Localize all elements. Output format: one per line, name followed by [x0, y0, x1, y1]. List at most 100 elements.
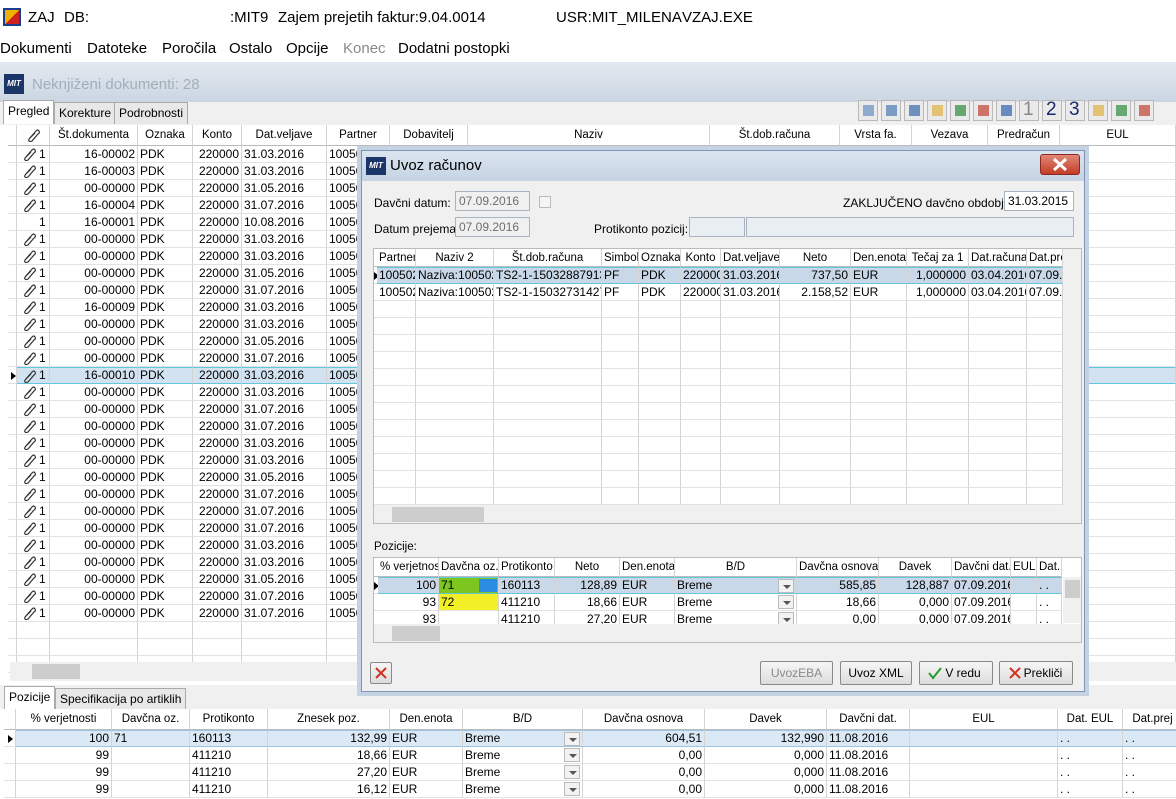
grid-cell[interactable]	[969, 437, 1027, 454]
grid-cell[interactable]: PDK	[639, 267, 681, 284]
grid-cell[interactable]: 00-00000	[50, 282, 138, 299]
menu-item[interactable]: Opcije	[286, 40, 329, 57]
grid-cell[interactable]	[851, 335, 907, 352]
grid-cell[interactable]	[416, 437, 494, 454]
grid-cell[interactable]: 1,000000	[907, 284, 969, 301]
grid-cell[interactable]: Naziva:100502	[416, 284, 494, 301]
column-header[interactable]: Davčna oz.	[439, 558, 499, 577]
grid-cell[interactable]: 411210	[499, 611, 555, 628]
grid-cell[interactable]: . .	[1058, 764, 1123, 781]
grid-cell[interactable]	[112, 747, 190, 764]
grid-cell[interactable]: 1	[17, 282, 50, 299]
grid-cell[interactable]	[907, 301, 969, 318]
toolbar-button[interactable]	[950, 100, 970, 121]
tab[interactable]: Korekture	[54, 102, 117, 124]
grid-cell[interactable]	[1027, 352, 1063, 369]
grid-cell[interactable]	[969, 335, 1027, 352]
grid-cell[interactable]	[242, 622, 327, 639]
column-header[interactable]: Št.dob.računa	[710, 125, 840, 146]
toolbar-button[interactable]	[973, 100, 993, 121]
grid-cell[interactable]	[969, 352, 1027, 369]
grid-cell[interactable]: EUR	[390, 747, 463, 764]
column-header[interactable]: B/D	[463, 709, 583, 730]
grid-cell[interactable]: 220000	[193, 384, 242, 401]
grid-cell[interactable]	[851, 318, 907, 335]
grid-cell[interactable]	[494, 420, 602, 437]
grid-cell[interactable]: 11.08.2016	[827, 764, 910, 781]
column-header[interactable]: Den.enota	[851, 249, 907, 267]
grid-cell[interactable]	[910, 747, 1058, 764]
grid-cell[interactable]: 18,66	[268, 747, 390, 764]
column-header[interactable]: % verjetnosti	[378, 558, 439, 577]
grid-cell[interactable]	[969, 471, 1027, 488]
grid-cell[interactable]: . .	[1123, 747, 1176, 764]
grid-cell[interactable]: 31.03.2016	[721, 284, 780, 301]
grid-cell[interactable]: 31.07.2016	[242, 350, 327, 367]
grid-cell[interactable]: 220000	[193, 197, 242, 214]
grid-cell[interactable]: 31.03.2016	[721, 267, 780, 284]
column-header[interactable]: EUL	[1060, 125, 1176, 146]
grid-cell[interactable]: 31.07.2016	[242, 282, 327, 299]
grid-cell[interactable]: PDK	[138, 503, 193, 520]
closed-period-input[interactable]: 31.03.2015	[1004, 191, 1074, 211]
grid-cell[interactable]	[377, 471, 416, 488]
grid-cell[interactable]	[138, 639, 193, 656]
grid-cell[interactable]: Breme	[463, 781, 583, 798]
grid-cell[interactable]: 220000	[193, 333, 242, 350]
grid-cell[interactable]: 220000	[193, 146, 242, 163]
grid-cell[interactable]	[416, 386, 494, 403]
grid-cell[interactable]	[907, 420, 969, 437]
column-header[interactable]: Znesek poz.	[268, 709, 390, 730]
grid-cell[interactable]	[681, 369, 721, 386]
grid-cell[interactable]: 18,66	[797, 594, 879, 611]
grid-cell[interactable]	[721, 318, 780, 335]
column-header[interactable]: Konto	[681, 249, 721, 267]
receipt-date-input[interactable]: 07.09.2016	[455, 217, 530, 237]
grid-cell[interactable]: 31.07.2016	[242, 418, 327, 435]
grid-cell[interactable]: 220000	[193, 401, 242, 418]
grid-cell[interactable]	[494, 318, 602, 335]
grid-cell[interactable]	[851, 352, 907, 369]
grid-cell[interactable]: 1	[17, 486, 50, 503]
grid-cell[interactable]: 31.03.2016	[242, 537, 327, 554]
grid-cell[interactable]: EUR	[390, 730, 463, 747]
grid-cell[interactable]: Naziva:100502	[416, 267, 494, 284]
column-header[interactable]: Št.dob.računa	[494, 249, 602, 267]
grid-cell[interactable]: 585,85	[797, 577, 879, 594]
grid-cell[interactable]	[681, 488, 721, 505]
grid-cell[interactable]: PDK	[138, 146, 193, 163]
grid-cell[interactable]: 1	[17, 265, 50, 282]
grid-cell[interactable]: 220000	[193, 605, 242, 622]
grid-cell[interactable]: 18,66	[555, 594, 620, 611]
close-button[interactable]	[1040, 154, 1080, 175]
grid-cell[interactable]	[721, 369, 780, 386]
grid-cell[interactable]: 411210	[190, 747, 268, 764]
grid-cell[interactable]: 132,990	[705, 730, 827, 747]
column-header[interactable]: % verjetnosti	[16, 709, 112, 730]
menu-item[interactable]: Ostalo	[229, 40, 273, 57]
column-header[interactable]: Oznaka	[138, 125, 193, 146]
grid-cell[interactable]: PDK	[138, 163, 193, 180]
grid-cell[interactable]: 411210	[190, 764, 268, 781]
menu-item[interactable]: Dokumenti	[0, 40, 72, 57]
scroll-thumb[interactable]	[392, 507, 484, 522]
grid-cell[interactable]	[721, 301, 780, 318]
grid-cell[interactable]	[969, 386, 1027, 403]
grid-cell[interactable]: 31.07.2016	[242, 605, 327, 622]
grid-cell[interactable]: 1	[17, 571, 50, 588]
grid-cell[interactable]: . .	[1058, 730, 1123, 747]
toolbar-button[interactable]: 2	[1042, 99, 1062, 121]
grid-cell[interactable]	[721, 335, 780, 352]
dropdown-button[interactable]	[564, 748, 580, 762]
grid-cell[interactable]	[780, 488, 851, 505]
grid-cell[interactable]	[907, 386, 969, 403]
grid-cell[interactable]: 1	[17, 197, 50, 214]
grid-cell[interactable]: 0,000	[879, 594, 952, 611]
grid-cell[interactable]	[639, 454, 681, 471]
grid-cell[interactable]: PDK	[138, 588, 193, 605]
grid-cell[interactable]	[377, 437, 416, 454]
grid-cell[interactable]: 00-00000	[50, 537, 138, 554]
grid-cell[interactable]: 220000	[193, 554, 242, 571]
grid-cell[interactable]	[50, 639, 138, 656]
grid-cell[interactable]	[681, 420, 721, 437]
